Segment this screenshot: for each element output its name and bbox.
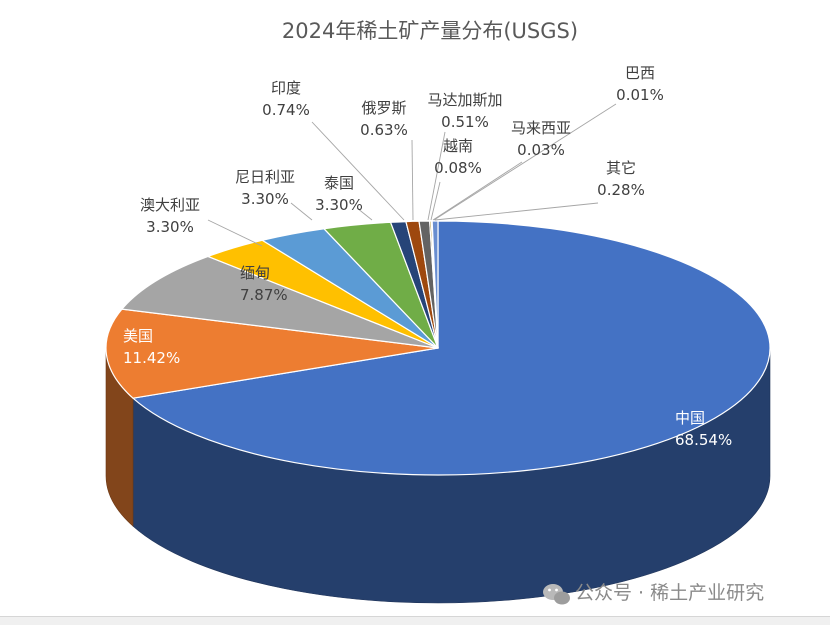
slice-9-label: 越南 0.08% bbox=[434, 137, 482, 177]
slice-10-leader-line bbox=[432, 161, 523, 221]
slice-2-value-label: 7.87% bbox=[240, 286, 288, 304]
slice-4-label: 尼日利亚 3.30% bbox=[235, 168, 295, 208]
slice-9-value-label: 0.08% bbox=[434, 159, 482, 177]
slice-4-value-label: 3.30% bbox=[241, 190, 289, 208]
slice-0-value-label: 68.54% bbox=[675, 431, 732, 449]
slice-3-name-label: 澳大利亚 bbox=[140, 196, 200, 214]
slice-8-label: 马达加斯加 0.51% bbox=[427, 91, 502, 131]
slice-4-name-label: 尼日利亚 bbox=[235, 168, 295, 186]
slice-9-name-label: 越南 bbox=[443, 137, 473, 155]
slice-10-name-label: 马来西亚 bbox=[511, 119, 571, 137]
wechat-icon bbox=[543, 584, 570, 605]
watermark: 公众号 · 稀土产业研究 bbox=[543, 582, 764, 605]
watermark-text: 公众号 · 稀土产业研究 bbox=[575, 582, 764, 604]
slice-6-leader-line bbox=[311, 121, 405, 221]
slice-2 bbox=[121, 255, 439, 349]
slice-2-label: 缅甸 7.87% bbox=[240, 264, 288, 304]
slice-8-leader-line bbox=[427, 131, 446, 221]
slice-12-leader-line bbox=[434, 202, 599, 221]
leader-lines bbox=[207, 103, 617, 247]
slice-12 bbox=[431, 220, 439, 349]
bottom-strip bbox=[0, 616, 830, 625]
slice-7-leader-line bbox=[411, 139, 414, 221]
slice-7-name-label: 俄罗斯 bbox=[361, 99, 406, 117]
slice-12-name-label: 其它 bbox=[606, 159, 636, 177]
slice-11-leader-line bbox=[433, 103, 617, 221]
slice-12-label: 其它 0.28% bbox=[597, 159, 645, 199]
slice-11-name-label: 巴西 bbox=[625, 64, 655, 82]
slice-5-name-label: 泰国 bbox=[324, 174, 354, 192]
slice-5-leader-line bbox=[356, 207, 373, 221]
slice-1-name-label: 美国 bbox=[123, 327, 153, 345]
chart-title: 2024年稀土矿产量分布(USGS) bbox=[282, 19, 578, 43]
slice-0 bbox=[132, 220, 771, 476]
slice-3-label: 澳大利亚 3.30% bbox=[140, 196, 200, 236]
slice-7-label: 俄罗斯 0.63% bbox=[360, 99, 408, 139]
slice-6-label: 印度 0.74% bbox=[262, 79, 310, 119]
slice-3-leader-line bbox=[207, 219, 263, 247]
data-labels: 中国 68.54% 美国 11.42% 缅甸 7.87% 澳大利亚 3.30% 尼日利亚 3.30… bbox=[123, 64, 732, 449]
slice-1 bbox=[105, 308, 439, 399]
slice-6-value-label: 0.74% bbox=[262, 101, 310, 119]
slice-12-value-label: 0.28% bbox=[597, 181, 645, 199]
slice-1-label: 美国 11.42% bbox=[123, 327, 180, 367]
slice-2-name-label: 缅甸 bbox=[240, 264, 270, 282]
slice-1-value-label: 11.42% bbox=[123, 349, 180, 367]
slice-0-name-label: 中国 bbox=[675, 409, 705, 427]
slice-10-value-label: 0.03% bbox=[517, 141, 565, 159]
slice-3-value-label: 3.30% bbox=[146, 218, 194, 236]
slice-8-value-label: 0.51% bbox=[441, 113, 489, 131]
slice-11-value-label: 0.01% bbox=[616, 86, 664, 104]
pie-slices bbox=[105, 220, 771, 476]
slice-10-label: 马来西亚 0.03% bbox=[511, 119, 571, 159]
slice-5-label: 泰国 3.30% bbox=[315, 174, 363, 214]
slice-8-name-label: 马达加斯加 bbox=[427, 91, 502, 109]
slice-6-name-label: 印度 bbox=[271, 79, 301, 97]
slice-7-value-label: 0.63% bbox=[360, 121, 408, 139]
slice-4-leader-line bbox=[290, 202, 313, 221]
slice-5-value-label: 3.30% bbox=[315, 196, 363, 214]
slice-11-label: 巴西 0.01% bbox=[616, 64, 664, 104]
slice-0-label: 中国 68.54% bbox=[675, 409, 732, 449]
slice-9-leader-line bbox=[430, 181, 441, 221]
